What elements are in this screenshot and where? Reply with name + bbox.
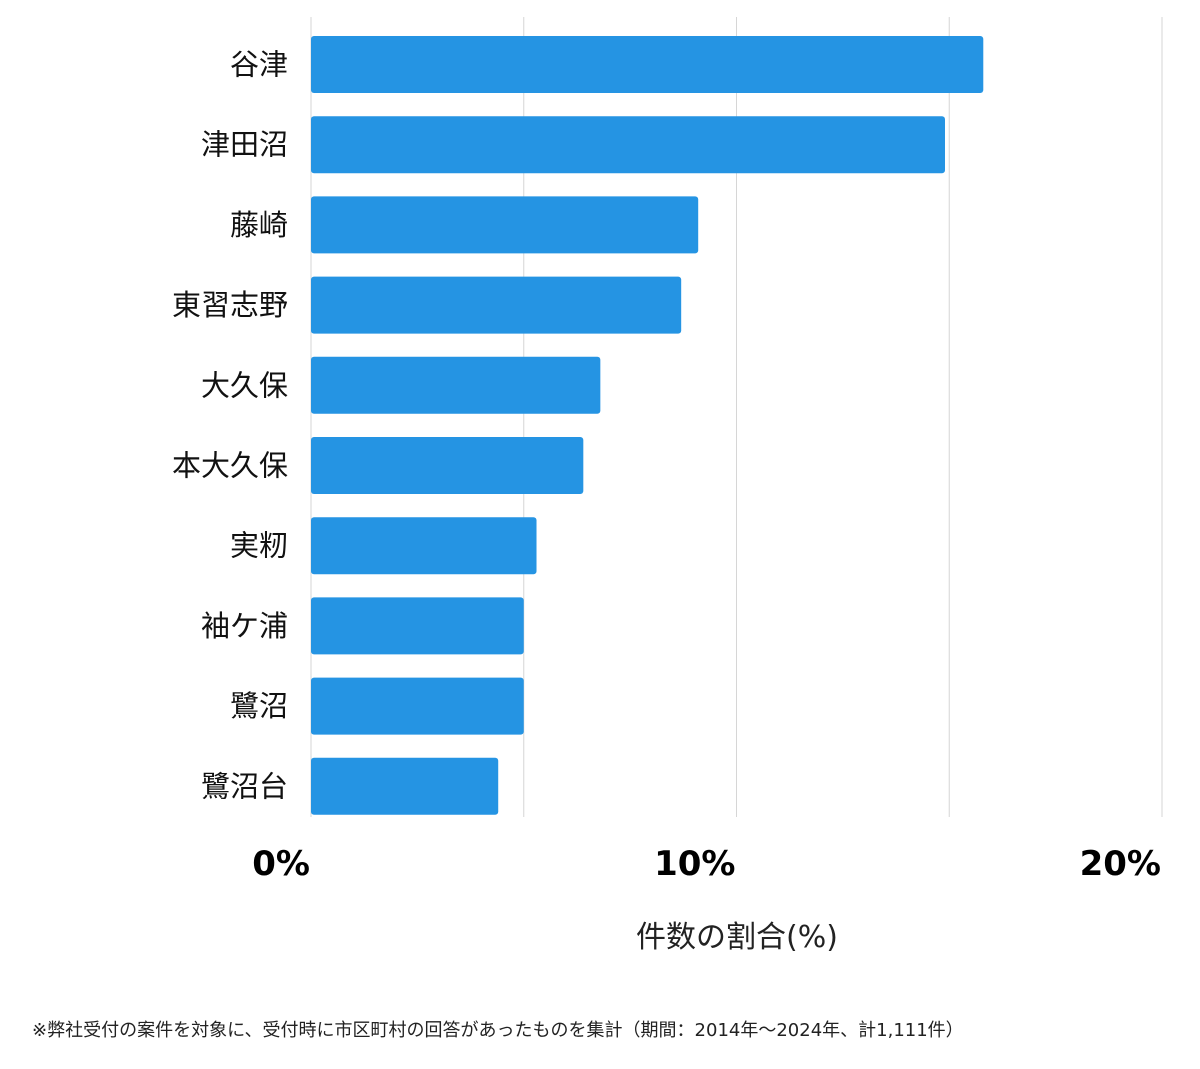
x-tick-label: 20% <box>1080 844 1161 884</box>
bar <box>311 677 524 735</box>
x-tick-label: 0% <box>252 844 310 884</box>
category-label: 鷺沼台 <box>201 769 288 803</box>
bar <box>311 116 945 174</box>
bar <box>311 757 499 815</box>
x-axis-label: 件数の割合(%) <box>636 920 838 955</box>
category-label: 本大久保 <box>172 449 288 483</box>
bar <box>311 437 584 494</box>
category-label: 実籾 <box>230 529 288 563</box>
category-label: 大久保 <box>201 368 288 402</box>
bar <box>311 356 601 414</box>
footnote: ※弊社受付の案件を対象に、受付時に市区町村の回答があったものを集計（期間：201… <box>32 1020 964 1041</box>
category-label: 津田沼 <box>201 128 288 162</box>
bar <box>311 276 682 334</box>
bar <box>311 36 984 93</box>
category-label: 東習志野 <box>172 288 288 322</box>
bar <box>311 196 699 254</box>
bar <box>311 597 524 655</box>
x-tick-label: 10% <box>654 844 735 884</box>
category-label: 袖ケ浦 <box>201 609 288 643</box>
bar <box>311 517 537 575</box>
category-label: 藤崎 <box>230 208 288 242</box>
category-label: 鷺沼 <box>230 689 288 723</box>
category-label: 谷津 <box>230 48 288 82</box>
